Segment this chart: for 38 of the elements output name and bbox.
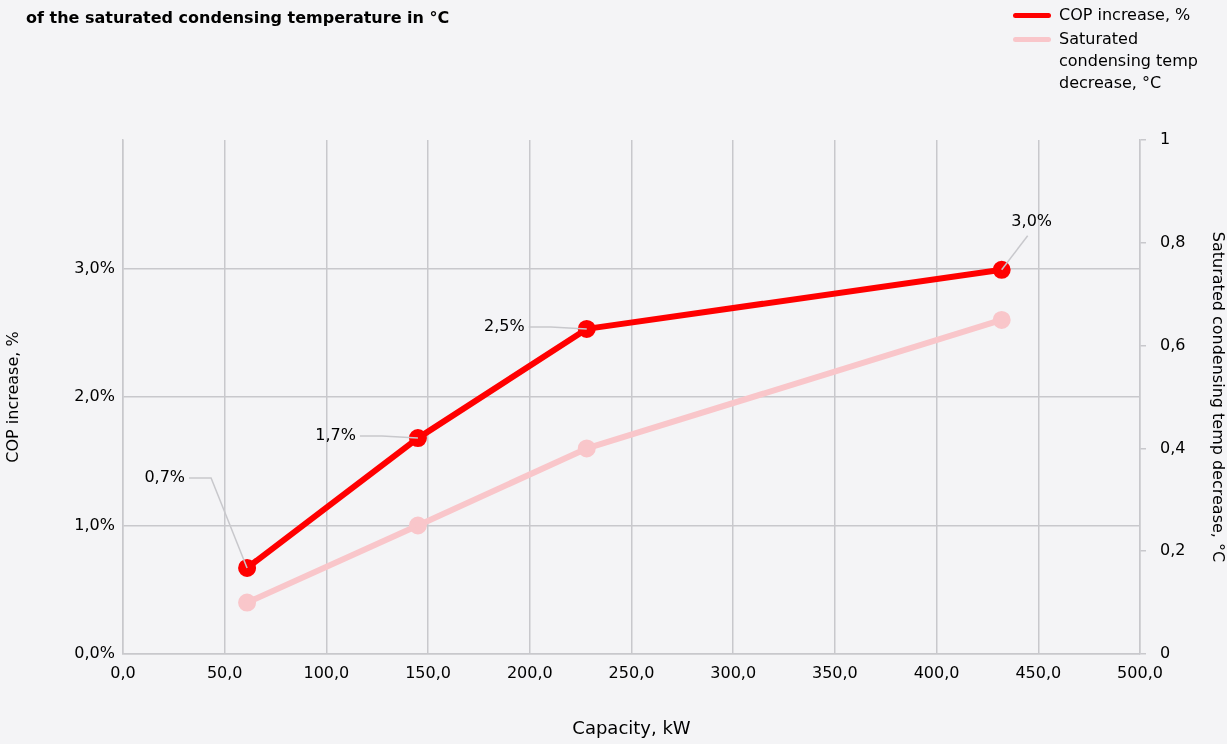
- point: [992, 260, 1011, 279]
- x-tick-label: 500,0: [1117, 662, 1163, 682]
- point: [577, 319, 596, 338]
- x-tick-label: 450,0: [1015, 662, 1062, 682]
- point: [238, 593, 257, 612]
- y2-tick-label: 0,6: [1160, 334, 1186, 354]
- y2-tick-label: 0,2: [1160, 540, 1186, 560]
- data-label: 2,5%: [484, 316, 525, 336]
- x-axis-title: Capacity, kW: [572, 716, 691, 738]
- y2-axis-title: Saturated condensing temp decrease, °C: [1209, 231, 1227, 563]
- x-tick-label: 250,0: [608, 662, 655, 682]
- x-tick-label: 50,0: [206, 662, 243, 682]
- x-tick-label: 400,0: [913, 662, 960, 682]
- y2-tick-label: 0,4: [1160, 437, 1186, 457]
- y-tick-label: 2,0%: [74, 386, 115, 406]
- point: [408, 516, 427, 535]
- y-tick-label: 3,0%: [74, 257, 115, 277]
- legend-label: COP increase, %: [1059, 4, 1192, 26]
- data-label: 3,0%: [1011, 210, 1053, 230]
- x-tick-label: 350,0: [811, 662, 858, 682]
- y-axis-title: COP increase, %: [2, 331, 22, 463]
- y2-tick-label: 0,8: [1160, 231, 1186, 251]
- point: [577, 439, 596, 458]
- y2-tick-label: 1: [1160, 129, 1171, 149]
- point: [992, 310, 1011, 329]
- x-tick-label: 0,0: [110, 662, 136, 682]
- data-label: 1,7%: [315, 425, 356, 445]
- chart-title: of the saturated condensing temperature in °C: [26, 8, 450, 27]
- data-label: 0,7%: [144, 467, 186, 487]
- x-tick-label: 100,0: [303, 662, 350, 682]
- y2-tick-label: 0: [1160, 643, 1171, 663]
- x-tick-label: 150,0: [405, 662, 452, 682]
- point: [238, 558, 257, 577]
- x-tick-label: 300,0: [710, 662, 757, 682]
- y-tick-label: 0,0%: [74, 643, 115, 663]
- y-tick-label: 1,0%: [74, 514, 115, 534]
- x-tick-label: 200,0: [506, 662, 553, 682]
- legend-label: Saturated condensing temp decrease, °C: [1059, 28, 1199, 94]
